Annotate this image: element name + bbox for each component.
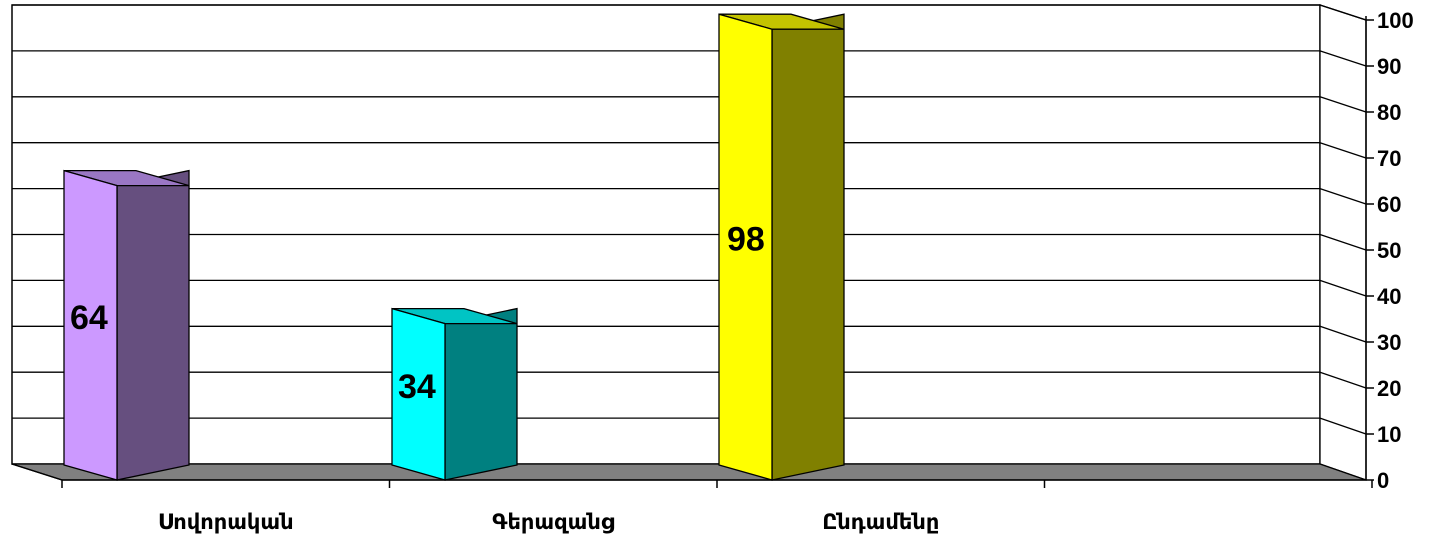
side-gridline (1319, 50, 1367, 67)
value-tick-label: 0 (1377, 468, 1389, 493)
side-gridline (1319, 417, 1367, 435)
value-tick-label: 80 (1377, 100, 1401, 125)
side-gridline (1319, 4, 1367, 21)
floor (11, 463, 1367, 481)
value-tick-label: 100 (1377, 8, 1414, 33)
value-tick-label: 20 (1377, 376, 1401, 401)
value-tick-label: 50 (1377, 238, 1401, 263)
value-axis: 0 10 20 30 40 50 60 70 80 90 100 (1365, 8, 1414, 493)
side-gridline (1319, 233, 1367, 251)
value-tick-label: 10 (1377, 422, 1401, 447)
data-label: 64 (70, 299, 108, 337)
data-label: 34 (398, 368, 436, 406)
bar (718, 13, 845, 481)
data-label: 98 (727, 221, 765, 259)
value-tick-label: 60 (1377, 192, 1401, 217)
bar (391, 307, 518, 481)
plot-area (11, 4, 1367, 481)
bar-side-face (771, 13, 845, 481)
chart-floor (11, 463, 1367, 481)
side-gridline (1319, 96, 1367, 113)
value-tick-label: 40 (1377, 284, 1401, 309)
value-tick-label: 70 (1377, 146, 1401, 171)
category-label: Ընդամենը (822, 510, 939, 534)
side-gridline (1319, 371, 1367, 389)
category-label: Սովորական (158, 510, 294, 534)
bar-series: 64 34 98 (63, 13, 845, 481)
floor-edge (11, 463, 63, 481)
value-tick-label: 90 (1377, 54, 1401, 79)
side-gridline (1319, 187, 1367, 205)
side-gridline (1319, 142, 1367, 159)
value-tick-label: 30 (1377, 330, 1401, 355)
bar-side-face (444, 307, 518, 481)
side-gridline (1319, 279, 1367, 297)
category-axis: Սովորական Գերազանց Ընդամենը (61, 479, 1373, 534)
bar-side-face (116, 169, 190, 481)
category-label: Գերազանց (492, 510, 615, 534)
side-gridline (1319, 325, 1367, 343)
